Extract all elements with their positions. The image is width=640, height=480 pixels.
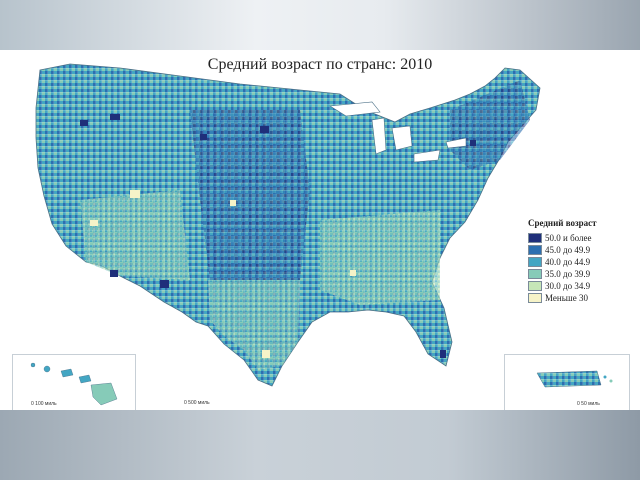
great-plains-region bbox=[190, 110, 310, 280]
hawaii-map bbox=[30, 362, 118, 406]
legend-item: 50.0 и более bbox=[528, 232, 636, 244]
legend-swatch bbox=[528, 269, 542, 279]
legend-label: 35.0 до 39.9 bbox=[545, 269, 591, 279]
legend-item: 35.0 до 39.9 bbox=[528, 268, 636, 280]
puerto-rico-inset: 0 50 миль bbox=[504, 354, 630, 412]
puerto-rico-scale-bar: 0 50 миль bbox=[577, 401, 600, 407]
mainland-scale-bar: 0 500 миль bbox=[184, 400, 210, 406]
map-title: Средний возраст по странс: 2010 bbox=[207, 56, 433, 73]
legend-label: 45.0 до 49.9 bbox=[545, 245, 591, 255]
hawaii-inset: 0 100 миль bbox=[12, 354, 136, 412]
northeast-region bbox=[450, 80, 530, 170]
county-highlights bbox=[80, 114, 476, 358]
map-panel: Средний возраст по странс: 2010 bbox=[0, 50, 640, 412]
texas-region bbox=[208, 280, 300, 370]
legend-swatch bbox=[528, 245, 542, 255]
hawaii-scale-bar: 0 100 миль bbox=[31, 401, 57, 407]
legend-swatch bbox=[528, 281, 542, 291]
legend-label: 40.0 до 44.9 bbox=[545, 257, 591, 267]
legend-item: 45.0 до 49.9 bbox=[528, 244, 636, 256]
map-legend: Средний возраст 50.0 и более 45.0 до 49.… bbox=[528, 218, 636, 304]
legend-title: Средний возраст bbox=[528, 218, 597, 228]
legend-item: 30.0 до 34.9 bbox=[528, 280, 636, 292]
southeast-region bbox=[320, 210, 440, 305]
county-light-spots bbox=[90, 190, 356, 358]
legend-swatch bbox=[528, 233, 542, 243]
slide-top-band bbox=[0, 0, 640, 50]
legend-item: Меньше 30 bbox=[528, 292, 636, 304]
legend-label: 30.0 до 34.9 bbox=[545, 281, 591, 291]
legend-swatch bbox=[528, 257, 542, 267]
legend-label: 50.0 и более bbox=[545, 233, 592, 243]
great-lakes bbox=[329, 101, 467, 163]
southwest-region bbox=[80, 190, 190, 280]
legend-label: Меньше 30 bbox=[545, 293, 588, 303]
legend-item: 40.0 до 44.9 bbox=[528, 256, 636, 268]
legend-swatch bbox=[528, 293, 542, 303]
puerto-rico-map bbox=[536, 370, 613, 388]
slide-bottom-band bbox=[0, 410, 640, 480]
us-mainland-map bbox=[35, 63, 541, 387]
